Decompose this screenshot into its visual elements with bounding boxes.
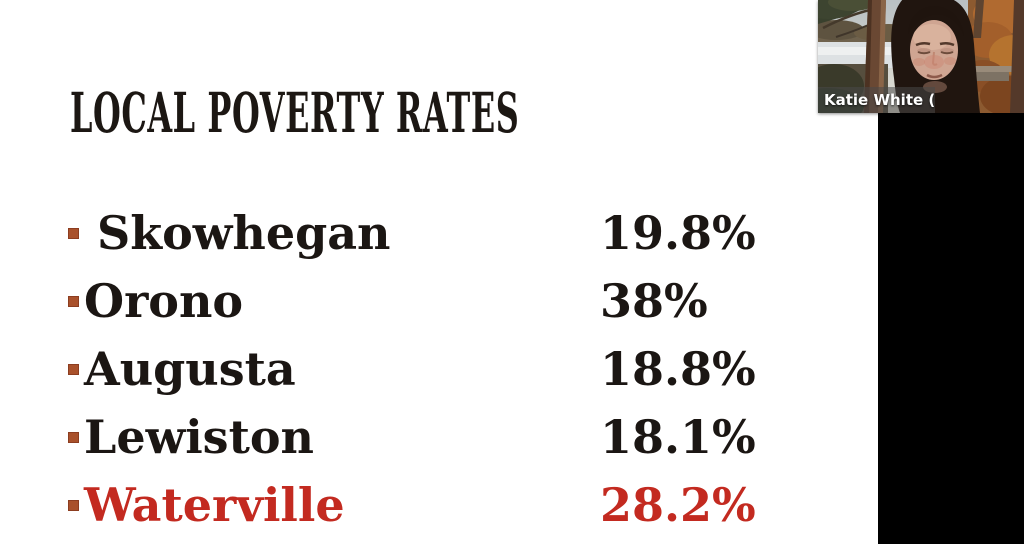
poverty-rate-value: 28.2% xyxy=(600,478,756,532)
webcam-video-feed xyxy=(818,0,1024,113)
bullet-square-icon xyxy=(68,363,79,375)
screen-share-area: LOCAL POVERTY RATES Skowhegan 19.8% Oron… xyxy=(0,0,878,544)
list-item-lewiston: Lewiston 18.1% xyxy=(68,403,828,471)
town-name: Waterville xyxy=(84,478,345,532)
list-item-orono: Orono 38% xyxy=(68,267,828,335)
town-name: Orono xyxy=(84,274,244,328)
poverty-rate-list: Skowhegan 19.8% Orono 38% Augusta 18.8% … xyxy=(68,199,828,539)
list-item-skowhegan: Skowhegan 19.8% xyxy=(68,199,828,267)
poverty-rate-value: 18.1% xyxy=(600,410,756,464)
bullet-square-icon xyxy=(68,499,79,511)
poverty-rate-value: 18.8% xyxy=(600,342,756,396)
list-item-waterville: Waterville 28.2% xyxy=(68,471,828,539)
poverty-rate-value: 19.8% xyxy=(600,206,756,260)
poverty-rate-value: 38% xyxy=(600,274,708,328)
town-name: Skowhegan xyxy=(97,206,391,260)
participant-name-label: Katie White (s… xyxy=(818,87,935,113)
town-name: Augusta xyxy=(84,342,296,396)
bullet-square-icon xyxy=(68,227,79,239)
bullet-square-icon xyxy=(68,431,79,443)
participant-video-tile[interactable]: Katie White (s… xyxy=(818,0,1024,113)
bullet-square-icon xyxy=(68,295,79,307)
slide-title: LOCAL POVERTY RATES xyxy=(70,80,520,145)
list-item-augusta: Augusta 18.8% xyxy=(68,335,828,403)
town-name: Lewiston xyxy=(84,410,314,464)
